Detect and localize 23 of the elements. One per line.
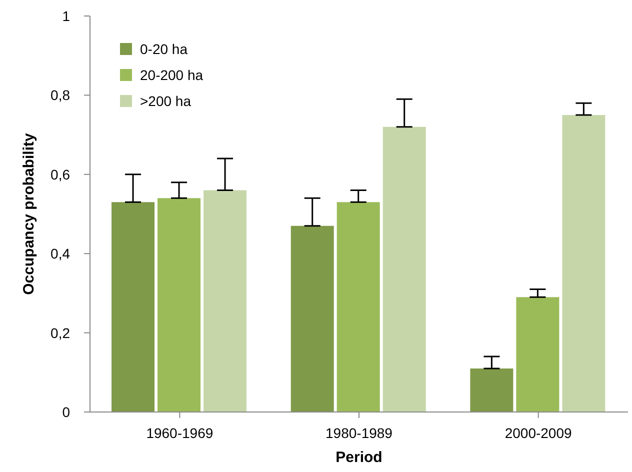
x-axis-title: Period [336, 449, 382, 466]
bar [382, 126, 426, 412]
bar [290, 226, 334, 412]
legend-label: 20-200 ha [140, 66, 204, 85]
y-tick-label: 1 [62, 8, 70, 24]
legend-label: >200 ha [140, 92, 191, 111]
y-tick-label: 0 [62, 404, 70, 420]
bar [158, 198, 201, 412]
x-tick-label: 1960-1969 [146, 424, 214, 441]
y-tick-label: 0,8 [50, 87, 70, 104]
y-tick-label: 0,2 [50, 324, 70, 341]
bar [204, 190, 247, 412]
x-tick-label: 1980-1989 [326, 424, 393, 441]
y-tick-label: 0,6 [50, 166, 70, 182]
x-tick-label: 2000-2009 [504, 424, 572, 441]
bar [336, 202, 380, 412]
bar [112, 202, 155, 412]
legend-label: 0-20 ha [140, 40, 188, 59]
y-tick-label: 0,4 [50, 246, 70, 262]
bar [562, 115, 606, 412]
bar [516, 297, 560, 412]
y-axis-title: Occupancy probability [20, 132, 38, 295]
bar [470, 368, 514, 412]
